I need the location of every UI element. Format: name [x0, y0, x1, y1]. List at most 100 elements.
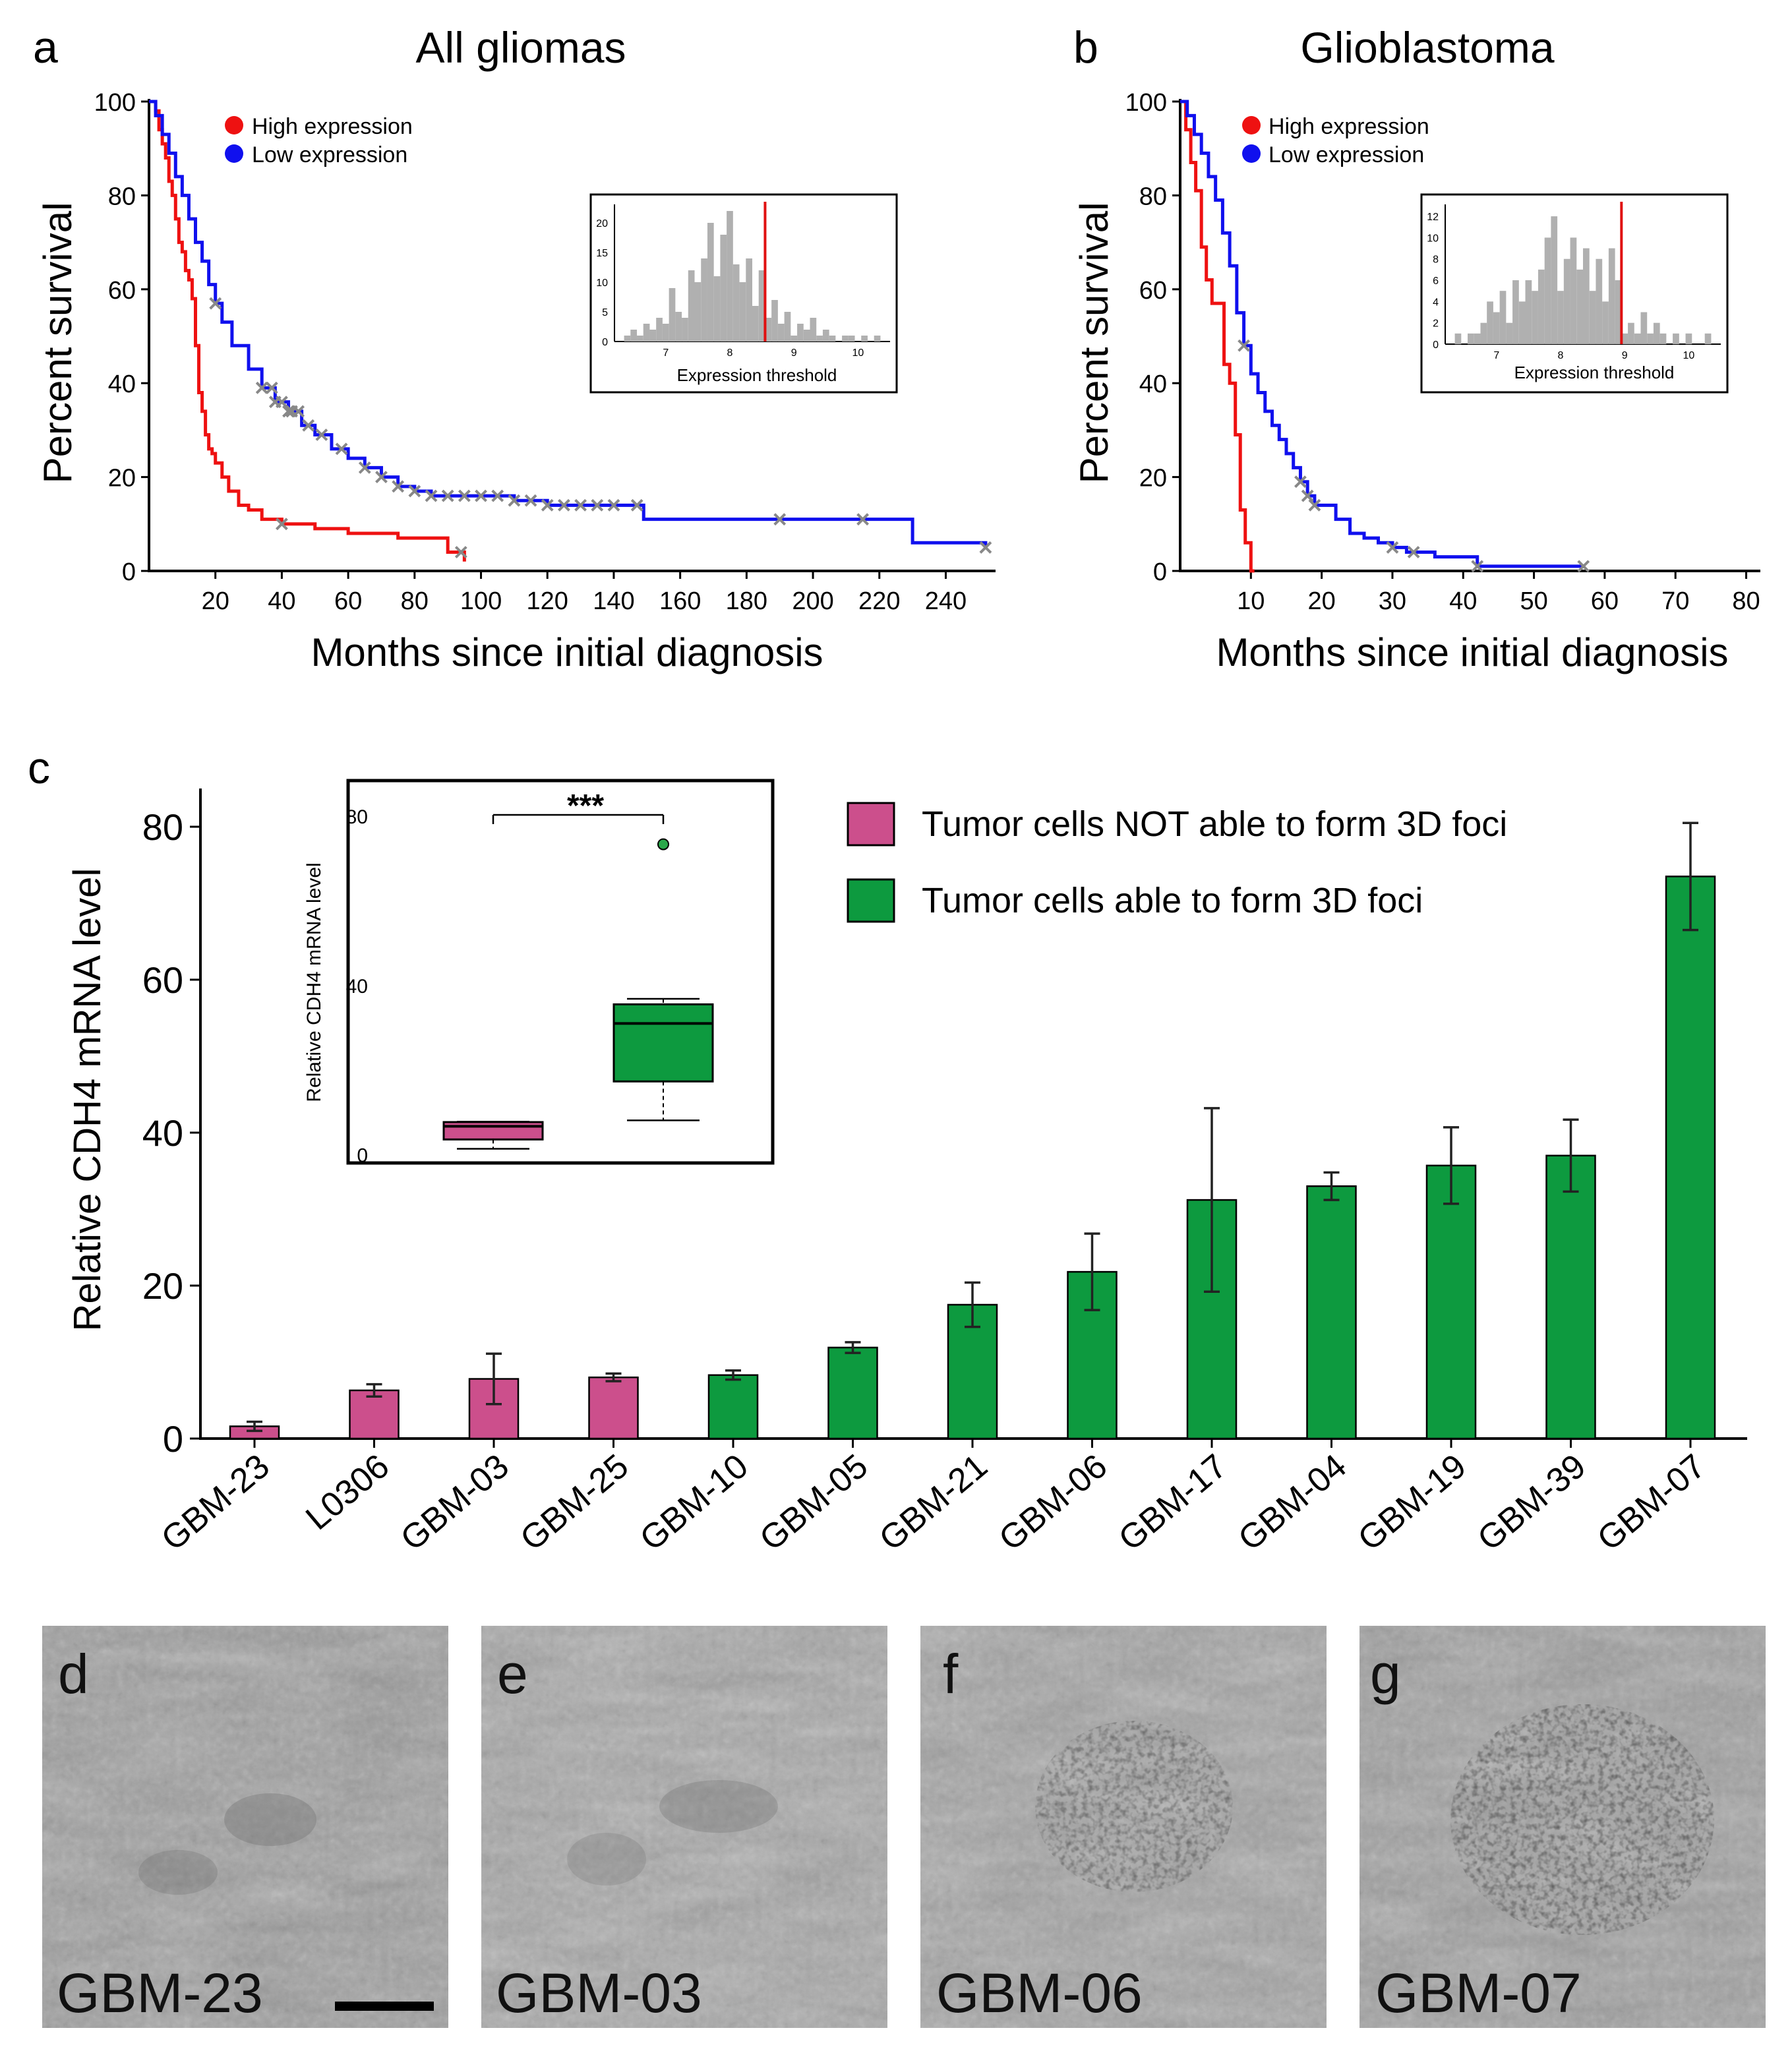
- scale-bar: [335, 2002, 434, 2011]
- box: [442, 1121, 544, 1141]
- censor-mark: [265, 381, 278, 394]
- legend-high-label: High expression: [1269, 114, 1429, 139]
- histogram-bar: [732, 264, 740, 342]
- category-label: GBM-19: [1351, 1447, 1474, 1559]
- inset-x-tick-label: 7: [663, 347, 669, 359]
- histogram-bar: [765, 318, 772, 342]
- bar: [1545, 1154, 1596, 1440]
- legend-high-marker: [225, 116, 243, 134]
- inset-y-tick-label: 12: [1427, 212, 1439, 223]
- histogram-bar: [797, 324, 804, 342]
- x-tick-label: 200: [792, 587, 833, 615]
- panel-a-axes: [148, 99, 996, 572]
- panel-b-axes: [1179, 99, 1760, 572]
- category-label: GBM-21: [872, 1447, 995, 1559]
- histogram-bar: [1474, 333, 1481, 344]
- censor-mark: [335, 442, 348, 456]
- histogram-bar: [1608, 248, 1615, 344]
- censor-mark: [392, 480, 405, 493]
- x-tick-label: 60: [1591, 587, 1619, 615]
- censor-mark: [209, 297, 222, 310]
- censor-mark: [1407, 546, 1420, 558]
- censor-mark: [557, 498, 570, 512]
- box-outlier: [657, 838, 669, 850]
- histogram-bar: [1673, 333, 1679, 344]
- panel-a-legend: High expression Low expression: [225, 114, 413, 167]
- histogram-bar: [1570, 237, 1577, 344]
- inset-y-tick-label: 2: [1433, 318, 1439, 330]
- y-tick-label: 40: [142, 1112, 183, 1154]
- inset-y-tick-label: 0: [602, 337, 608, 348]
- legend-high-marker: [1242, 116, 1261, 134]
- histogram-bar: [1615, 280, 1622, 344]
- inset-y-tick-label: 4: [1433, 297, 1439, 308]
- censor-mark: [1301, 489, 1314, 502]
- category-label: GBM-03: [394, 1447, 516, 1559]
- panel-a-letter: a: [33, 22, 58, 73]
- histogram-bar: [739, 282, 746, 342]
- category-label: GBM-10: [633, 1447, 756, 1559]
- histogram-bar: [758, 270, 765, 342]
- x-tick-label: 30: [1379, 587, 1406, 615]
- censor-mark: [275, 396, 288, 409]
- histogram-bar: [1576, 269, 1583, 344]
- censor-mark: [1471, 560, 1484, 573]
- censor-mark: [524, 494, 537, 507]
- legend-low-marker: [225, 144, 243, 163]
- y-tick-label: 40: [108, 371, 136, 398]
- histogram-bar: [816, 336, 823, 342]
- legend-low-label: Low expression: [252, 142, 407, 167]
- x-tick-label: 20: [202, 587, 229, 615]
- censor-mark: [425, 489, 438, 502]
- histogram-bar: [1506, 322, 1513, 344]
- panel-c-letter: c: [28, 743, 50, 793]
- legend-high-label: High expression: [252, 114, 413, 139]
- panel-b-ylabel: Percent survival: [1072, 202, 1116, 484]
- micrograph-f: f GBM-06: [920, 1626, 1327, 2028]
- x-tick-label: 80: [401, 587, 429, 615]
- inset-x-tick-label: 8: [727, 347, 733, 359]
- category-label: GBM-17: [1112, 1447, 1234, 1559]
- censor-mark: [607, 498, 620, 512]
- histogram-bar: [713, 276, 721, 342]
- censor-mark: [358, 461, 371, 474]
- micrograph-e-label: GBM-03: [496, 1962, 702, 2024]
- y-tick-label: 40: [1139, 371, 1167, 398]
- censor-mark: [292, 405, 305, 418]
- y-tick-label: 60: [1139, 277, 1167, 305]
- micrograph-d: d GBM-23: [42, 1626, 448, 2028]
- histogram-bar: [656, 318, 663, 342]
- histogram-bar: [675, 312, 682, 342]
- panel-a-ylabel: Percent survival: [36, 202, 80, 484]
- histogram-bar: [720, 235, 727, 342]
- micrograph-g-letter: g: [1370, 1643, 1401, 1705]
- histogram-bar: [1468, 333, 1474, 344]
- histogram-bar: [682, 318, 688, 342]
- panel-b-inset-histogram: 0 2 4 6 8 10 12 7 8 9 10: [1427, 202, 1721, 361]
- y-tick-label: 60: [108, 277, 136, 305]
- bar: [1425, 1164, 1477, 1440]
- inset-x-tick-label: 8: [1558, 350, 1564, 361]
- inset-y-tick-label: 0: [357, 1145, 368, 1167]
- micrograph-g-label: GBM-07: [1375, 1962, 1582, 2024]
- censor-mark: [282, 405, 295, 418]
- censor-mark: [475, 489, 487, 502]
- inset-x-tick-label: 9: [791, 347, 797, 359]
- x-tick-label: 50: [1520, 587, 1547, 615]
- histogram-bar: [701, 258, 707, 342]
- panel-a-curves: [149, 100, 992, 562]
- inset-y-tick-label: 15: [596, 248, 608, 259]
- y-tick-label: 20: [108, 465, 136, 492]
- inset-x-tick-label: 10: [1683, 350, 1694, 361]
- inset-x-tick-label: 9: [1622, 350, 1628, 361]
- y-tick-label: 100: [1125, 89, 1167, 117]
- bar: [707, 1374, 759, 1440]
- censor-mark: [375, 471, 388, 484]
- histogram-bar: [1544, 237, 1551, 344]
- inset-y-tick-label: 0: [1433, 340, 1439, 351]
- censor-mark: [454, 546, 467, 558]
- x-tick-label: 20: [1307, 587, 1335, 615]
- category-label: GBM-05: [753, 1447, 876, 1559]
- legend-low-label: Low expression: [1269, 142, 1424, 167]
- box: [612, 1003, 714, 1083]
